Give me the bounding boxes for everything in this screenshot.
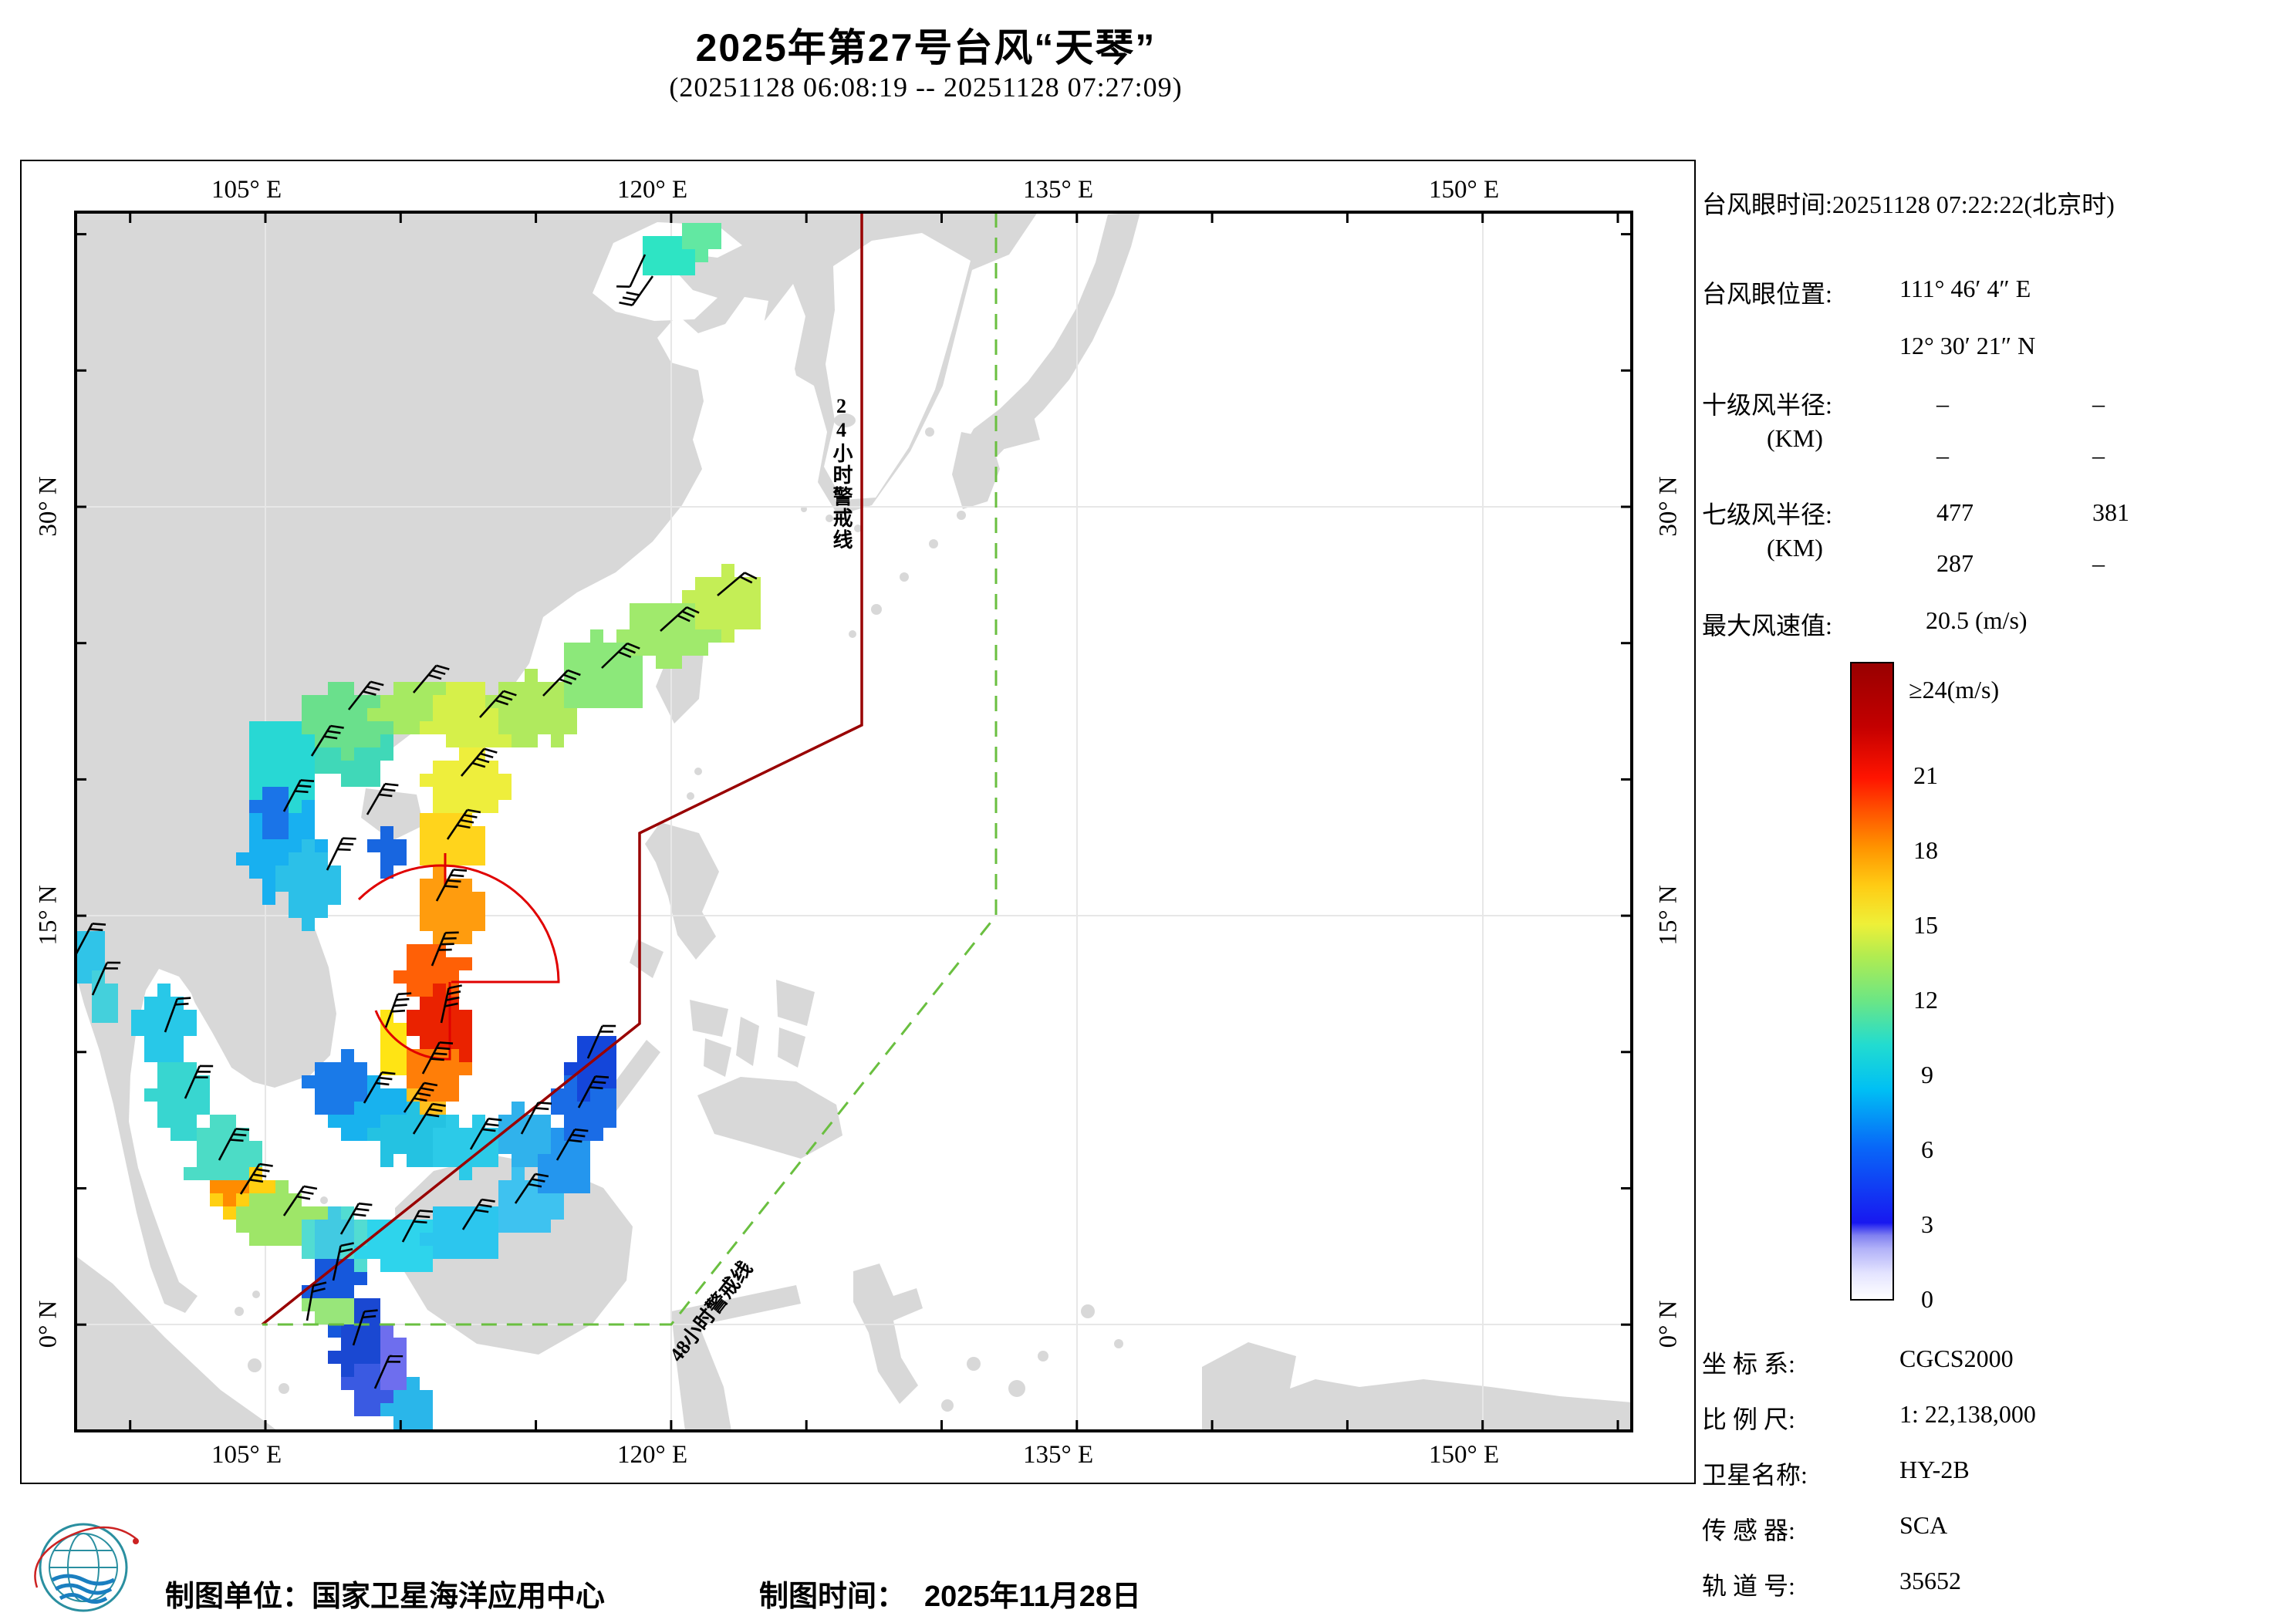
legend-tick-9: 9 (1921, 1061, 1933, 1088)
footer-date: 制图时间： 2025年11月28日 (759, 1572, 1141, 1615)
eye-position-label: 台风眼位置: (1702, 280, 1832, 308)
axis-bottom-135e: 135° E (1023, 1441, 1094, 1469)
page-subtitle: (20251128 06:08:19 -- 20251128 07:27:09) (669, 72, 1183, 103)
axis-right-0n: 0° N (1654, 1300, 1683, 1348)
legend-tick-3: 3 (1921, 1210, 1933, 1238)
axis-top-135e: 135° E (1023, 176, 1094, 204)
land-honshu (960, 212, 1140, 472)
r7-unit: (KM) (1767, 534, 1823, 562)
land-sulawesi (671, 1285, 801, 1431)
agency-logo (34, 1523, 139, 1612)
footer-agency-label: 制图单位： (165, 1581, 312, 1613)
map-frame (74, 211, 1633, 1432)
wind-speed-colorbar (1850, 662, 1894, 1301)
warning-24h-label: 24小时警戒线 (830, 395, 853, 551)
land-mindanao (697, 1077, 842, 1159)
footer-date-value: 2025年11月28日 (924, 1581, 1141, 1613)
wind-speed-swath (76, 223, 761, 1429)
legend-tick-6: 6 (1921, 1135, 1933, 1163)
satellite-value: HY-2B (1899, 1456, 1970, 1483)
land-sumatra (76, 1256, 278, 1431)
r10-value-4: – (2092, 441, 2105, 469)
sensor-value: SCA (1899, 1511, 1948, 1539)
axis-bottom-105e: 105° E (211, 1441, 282, 1469)
axis-right-15n: 15° N (1654, 885, 1683, 946)
vmax-value: 20.5 (m/s) (1926, 606, 2028, 634)
sea-yellow (722, 284, 807, 457)
legend-tick-18: 18 (1913, 836, 1938, 864)
outer-border (20, 160, 1696, 1484)
land-halmahera (853, 1264, 923, 1404)
map-scale-value: 1: 22,138,000 (1899, 1400, 2036, 1428)
land-hainan (361, 788, 424, 841)
r7-value-1: 477 (1936, 498, 1974, 526)
axis-top-105e: 105° E (211, 176, 282, 204)
coord-sys-value: CGCS2000 (1899, 1345, 2014, 1372)
axis-top-120e: 120° E (617, 176, 688, 204)
land-mindoro (630, 940, 663, 978)
satellite-label: 卫星名称: (1702, 1461, 1808, 1489)
r10-value-2: – (2092, 390, 2105, 417)
footer-date-label: 制图时间： (759, 1581, 907, 1613)
legend-title: ≥24(m/s) (1909, 676, 2000, 704)
axis-bottom-120e: 120° E (617, 1441, 688, 1469)
axis-top-150e: 150° E (1429, 176, 1500, 204)
land-ryukyu-islands (849, 491, 974, 638)
axis-right-30n: 30° N (1654, 476, 1683, 537)
orbit-label: 轨 道 号: (1702, 1572, 1795, 1600)
sensor-label: 传 感 器: (1702, 1517, 1795, 1544)
axis-left-30n: 30° N (34, 476, 62, 537)
axis-ticks (76, 212, 1632, 1431)
eye-time: 台风眼时间:20251128 07:22:22(北京时) (1702, 191, 2115, 218)
land-tsushima (925, 427, 934, 437)
graticule (76, 212, 1632, 1431)
axis-bottom-150e: 150° E (1429, 1441, 1500, 1469)
land-kyushu (952, 432, 1000, 509)
r7-value-2: 381 (2092, 498, 2129, 526)
land-jeju (834, 413, 856, 427)
r7-label: 七级风半径: (1702, 501, 1832, 528)
warning-line-24h (261, 212, 863, 1326)
eye-position-lat: 12° 30′ 21″ N (1899, 332, 2036, 359)
axis-left-0n: 0° N (34, 1300, 62, 1348)
vmax-label: 最大风速值: (1702, 612, 1832, 639)
r7-value-4: – (2092, 549, 2105, 577)
footer-agency-value: 国家卫星海洋应用中心 (312, 1581, 606, 1613)
legend-tick-12: 12 (1913, 986, 1938, 1014)
legend-tick-15: 15 (1913, 911, 1938, 939)
land-asia (76, 212, 1038, 1313)
footer-agency: 制图单位：国家卫星海洋应用中心 (165, 1572, 605, 1615)
r10-value-3: – (1936, 441, 1949, 469)
page-title: 2025年第27号台风“天琴” (695, 26, 1156, 69)
land-luzon (645, 822, 719, 960)
r10-unit: (KM) (1767, 424, 1823, 452)
r10-value-1: – (1936, 390, 1949, 417)
coord-sys-label: 坐 标 系: (1702, 1350, 1795, 1378)
wind-barbs-layer (76, 254, 758, 1389)
legend-tick-0: 0 (1921, 1285, 1933, 1313)
land-borneo (395, 1156, 633, 1355)
land-shikoku (995, 417, 1040, 449)
land-new-guinea (1202, 1342, 1632, 1431)
orbit-value: 35652 (1899, 1567, 1961, 1594)
map-scale-label: 比 例 尺: (1702, 1405, 1795, 1433)
warning-line-48h (262, 212, 998, 1326)
legend-tick-21: 21 (1913, 761, 1938, 789)
eye-position-lon: 111° 46′ 4″ E (1899, 275, 2031, 302)
axis-left-15n: 15° N (34, 885, 62, 946)
r7-value-3: 287 (1936, 549, 1974, 577)
r10-label: 十级风半径: (1702, 391, 1832, 419)
